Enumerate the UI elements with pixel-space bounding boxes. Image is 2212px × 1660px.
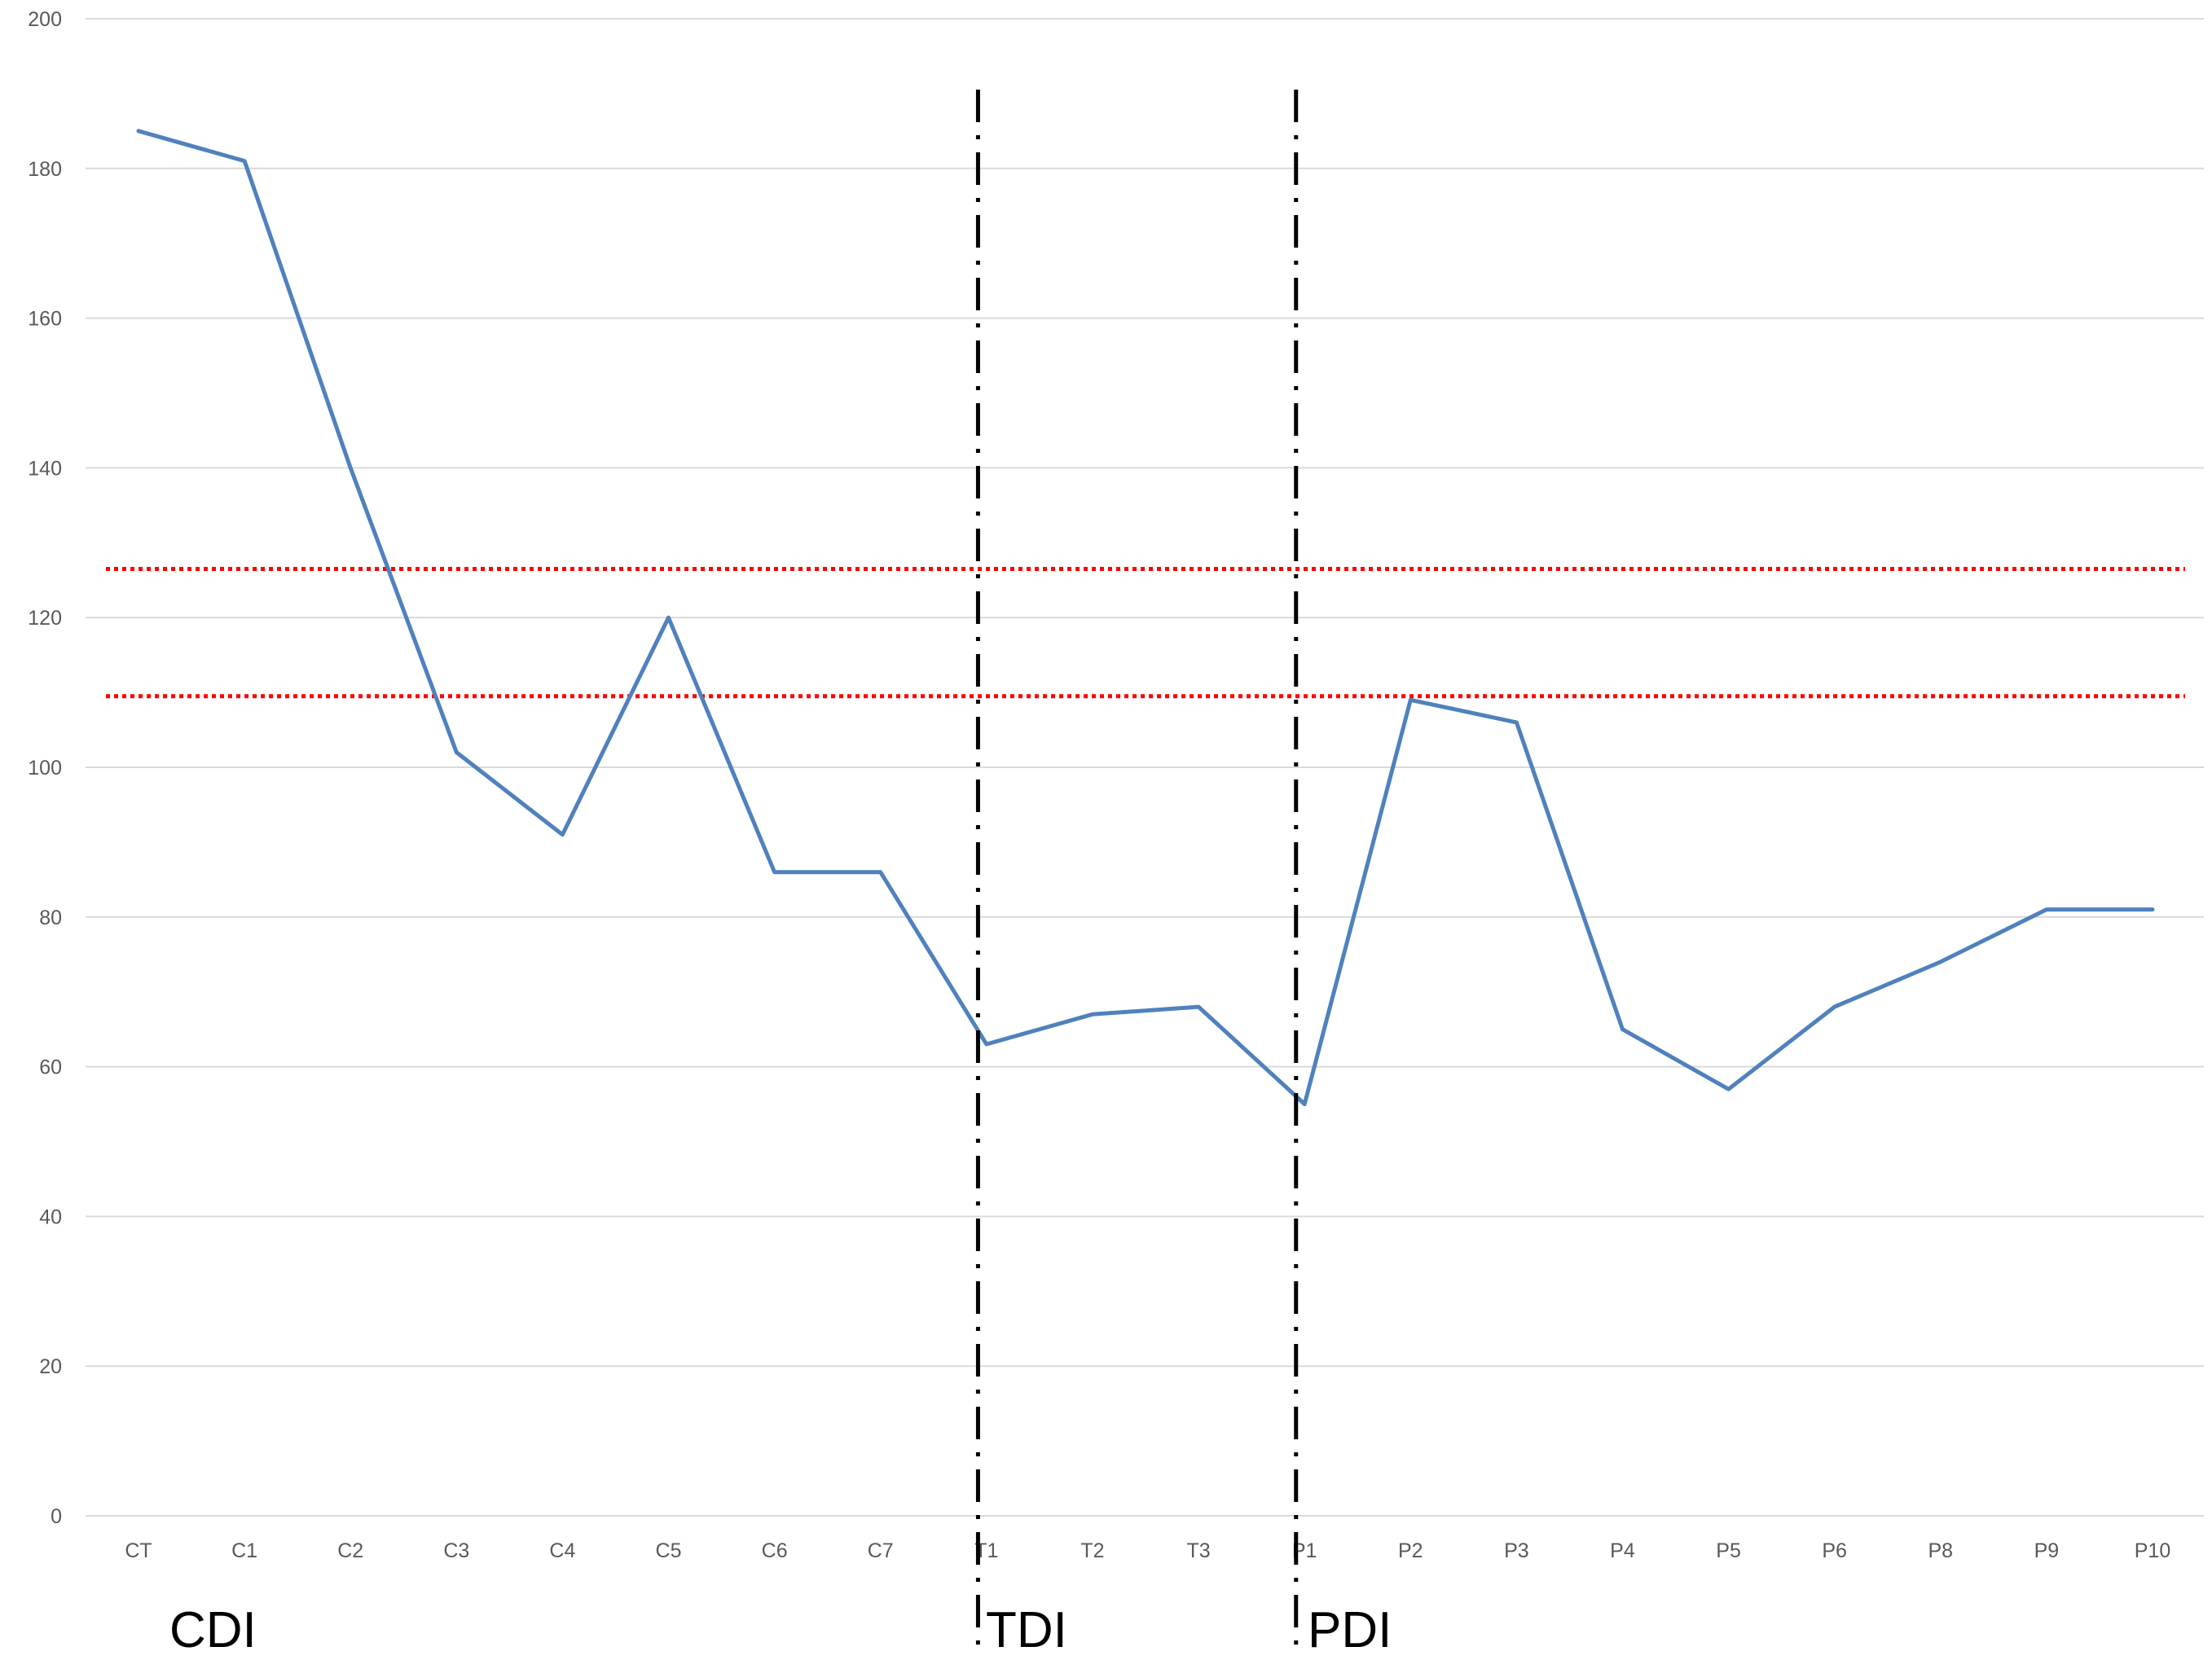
phase-label-pdi: PDI: [1308, 1602, 1392, 1658]
y-tick-label-180: 180: [28, 158, 62, 181]
x-tick-label-p8: P8: [1928, 1539, 1953, 1562]
x-tick-label-p2: P2: [1398, 1539, 1423, 1562]
x-tick-label-c7: C7: [868, 1539, 894, 1562]
x-tick-label-p10: P10: [2135, 1539, 2170, 1562]
x-tick-label-c4: C4: [549, 1539, 575, 1562]
y-tick-label-140: 140: [28, 457, 62, 480]
x-tick-label-c6: C6: [762, 1539, 788, 1562]
y-tick-label-20: 20: [39, 1355, 62, 1378]
x-tick-label-c2: C2: [337, 1539, 363, 1562]
x-tick-label-p9: P9: [2034, 1539, 2060, 1562]
x-tick-label-p3: P3: [1504, 1539, 1529, 1562]
x-tick-label-c3: C3: [443, 1539, 469, 1562]
x-tick-label-ct: CT: [125, 1539, 152, 1562]
phase-labels: CDI TDI PDI: [169, 1602, 1392, 1658]
gridlines: [86, 18, 2204, 1517]
reference-lines: [106, 566, 2185, 699]
series-line-1: [136, 129, 2155, 1106]
x-tick-label-p4: P4: [1610, 1539, 1635, 1562]
y-tick-label-0: 0: [51, 1505, 62, 1528]
x-tick-label-c5: C5: [656, 1539, 682, 1562]
y-tick-label-200: 200: [28, 8, 62, 31]
y-tick-label-40: 40: [39, 1205, 62, 1228]
x-axis-tick-labels: CT C1 C2 C3 C4 C5 C6 C7 T1 T2 T3 P1 P2 P3 P4 P5 P6 P8 P9 P1…: [125, 1539, 2170, 1562]
series-lines: [136, 129, 2155, 1106]
y-tick-label-100: 100: [28, 757, 62, 779]
y-tick-label-160: 160: [28, 308, 62, 331]
phase-label-tdi: TDI: [986, 1602, 1067, 1658]
phase-label-cdi: CDI: [169, 1602, 257, 1658]
x-tick-label-c1: C1: [231, 1539, 257, 1562]
y-tick-label-80: 80: [39, 907, 62, 929]
y-tick-label-120: 120: [28, 607, 62, 630]
x-tick-label-p6: P6: [1822, 1539, 1847, 1562]
x-tick-label-t2: T2: [1080, 1539, 1104, 1562]
y-axis-tick-labels: 0 20 40 60 80 100 120 140 160 180 200: [28, 8, 62, 1528]
phase-dividers: [975, 90, 1299, 1653]
x-tick-label-t3: T3: [1186, 1539, 1210, 1562]
y-tick-label-60: 60: [39, 1056, 62, 1079]
x-tick-label-p5: P5: [1716, 1539, 1741, 1562]
